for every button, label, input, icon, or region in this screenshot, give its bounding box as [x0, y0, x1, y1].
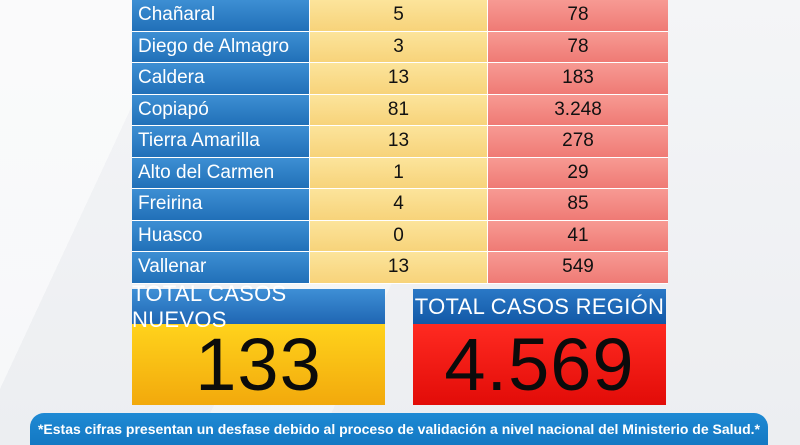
- commune-name: Alto del Carmen: [132, 157, 310, 189]
- new-cases-value: 5: [310, 0, 488, 32]
- commune-name: Tierra Amarilla: [132, 126, 310, 158]
- total-region-cases-box: TOTAL CASOS REGIÓN 4.569: [413, 289, 666, 406]
- table-row: Vallenar 13 549: [132, 252, 668, 284]
- table-row: Chañaral 5 78: [132, 0, 668, 32]
- new-cases-value: 0: [310, 220, 488, 252]
- total-new-cases-value: 133: [132, 323, 385, 406]
- new-cases-value: 1: [310, 157, 488, 189]
- commune-name: Chañaral: [132, 0, 310, 32]
- total-cases-value: 278: [488, 126, 668, 158]
- total-cases-value: 29: [488, 157, 668, 189]
- total-region-cases-label: TOTAL CASOS REGIÓN: [413, 289, 666, 324]
- total-cases-value: 549: [488, 252, 668, 284]
- total-cases-value: 183: [488, 63, 668, 95]
- total-new-cases-box: TOTAL CASOS NUEVOS 133: [132, 281, 385, 406]
- new-cases-value: 4: [310, 189, 488, 221]
- commune-name: Diego de Almagro: [132, 31, 310, 63]
- table-row: Freirina 4 85: [132, 189, 668, 221]
- footnote-text: *Estas cifras presentan un desfase debid…: [37, 421, 760, 437]
- table-row: Tierra Amarilla 13 278: [132, 126, 668, 158]
- new-cases-value: 13: [310, 63, 488, 95]
- commune-name: Caldera: [132, 63, 310, 95]
- total-cases-value: 41: [488, 220, 668, 252]
- total-cases-value: 3.248: [488, 94, 668, 126]
- new-cases-value: 13: [310, 252, 488, 284]
- total-region-cases-value: 4.569: [413, 323, 666, 406]
- commune-name: Freirina: [132, 189, 310, 221]
- total-cases-value: 85: [488, 189, 668, 221]
- commune-name: Huasco: [132, 220, 310, 252]
- commune-name: Copiapó: [132, 94, 310, 126]
- table-row: Huasco 0 41: [132, 220, 668, 252]
- new-cases-value: 3: [310, 31, 488, 63]
- total-new-cases-label: TOTAL CASOS NUEVOS: [132, 281, 385, 332]
- total-cases-value: 78: [488, 0, 668, 32]
- table-row: Caldera 13 183: [132, 63, 668, 95]
- table-row: Copiapó 81 3.248: [132, 94, 668, 126]
- table-row: Alto del Carmen 1 29: [132, 157, 668, 189]
- commune-name: Vallenar: [132, 252, 310, 284]
- new-cases-value: 81: [310, 94, 488, 126]
- footnote-bar: *Estas cifras presentan un desfase debid…: [30, 413, 768, 445]
- table-row: Diego de Almagro 3 78: [132, 31, 668, 63]
- new-cases-value: 13: [310, 126, 488, 158]
- total-cases-value: 78: [488, 31, 668, 63]
- cases-table: Chañaral 5 78 Diego de Almagro 3 78 Cald…: [132, 0, 668, 284]
